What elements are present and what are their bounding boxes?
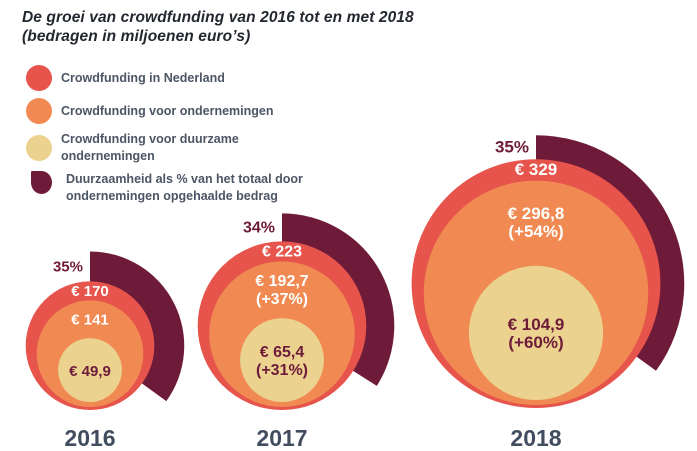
- circle-swatch-icon: [26, 65, 52, 91]
- circle-swatch-icon: [26, 98, 52, 124]
- sustainable-circle: [240, 318, 324, 402]
- legend-item-2: Crowdfunding voor duurzame ondernemingen: [26, 131, 318, 164]
- legend-label: Crowdfunding in Nederland: [61, 70, 225, 85]
- year-label: 2018: [510, 425, 561, 451]
- arc-segment-icon: [31, 171, 52, 194]
- chart-title-line1: De groei van crowdfunding van 2016 tot e…: [22, 9, 414, 26]
- legend-item-0: Crowdfunding in Nederland: [26, 65, 318, 91]
- sustainable-circle: [468, 265, 604, 400]
- chart-title: De groei van crowdfunding van 2016 tot e…: [22, 8, 542, 46]
- legend-label: Crowdfunding voor ondernemingen: [61, 103, 274, 118]
- companies-value-label: € 192,7: [255, 273, 308, 290]
- sustainable-growth-label: (+31%): [256, 362, 308, 379]
- legend-label: Duurzaamheid als % van het totaal door o…: [66, 172, 303, 203]
- year-group-2016: 35% € 170 € 141 € 49,9 2016: [25, 251, 185, 451]
- legend-label: Crowdfunding voor duurzame ondernemingen: [61, 132, 239, 163]
- sustainable-value-label: € 65,4: [260, 344, 305, 361]
- pct-label: 34%: [243, 219, 275, 236]
- chart-title-line2: (bedragen in miljoenen euro’s): [22, 28, 251, 45]
- year-group-2017: 34% € 223 € 192,7(+37%) € 65,4(+31%) 2017: [197, 213, 395, 451]
- companies-value-label: € 141: [71, 311, 109, 328]
- year-group-2018: 35% € 329 € 296,8(+54%) € 104,9(+60%) 2018: [411, 135, 685, 451]
- legend-item-1: Crowdfunding voor ondernemingen: [26, 98, 318, 124]
- companies-growth-label: (+37%): [256, 291, 308, 308]
- companies-value-label: € 296,8: [508, 204, 565, 223]
- total-value-label: € 223: [262, 243, 302, 260]
- pct-label: 35%: [53, 258, 83, 275]
- legend-item-3: Duurzaamheid als % van het totaal door o…: [26, 171, 318, 204]
- companies-growth-label: (+54%): [508, 222, 563, 241]
- sustainable-circle: [58, 338, 122, 402]
- total-value-label: € 170: [71, 283, 109, 300]
- sustainable-value-label: € 49,9: [69, 363, 111, 380]
- year-label: 2017: [256, 425, 307, 451]
- sustainable-value-label: € 104,9: [508, 315, 565, 334]
- year-label: 2016: [64, 425, 115, 451]
- pct-label: 35%: [495, 137, 529, 156]
- sustainable-growth-label: (+60%): [508, 333, 563, 352]
- legend: Crowdfunding in Nederland Crowdfunding vo…: [26, 65, 318, 204]
- total-value-label: € 329: [515, 160, 558, 179]
- circle-swatch-icon: [26, 134, 52, 161]
